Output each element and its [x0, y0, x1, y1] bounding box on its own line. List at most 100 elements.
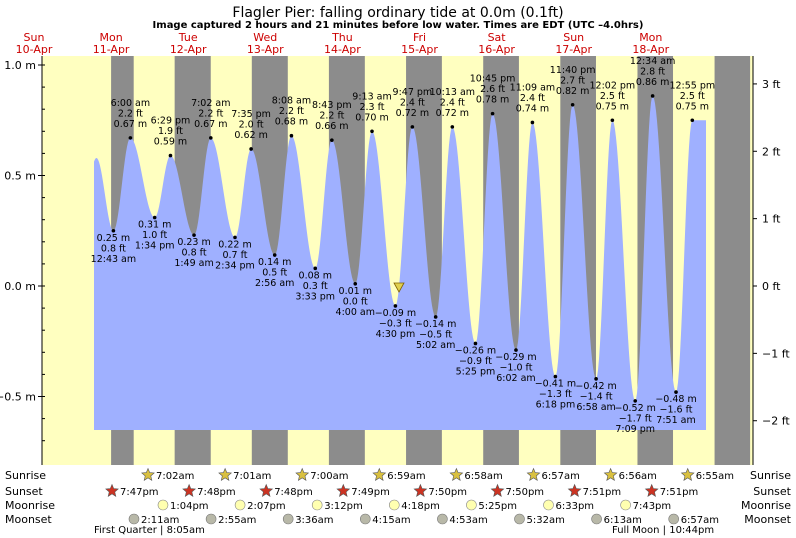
moonrise-time: 5:25pm	[478, 501, 517, 512]
y-tick-label-ft: 0 ft	[762, 280, 781, 293]
moon-phase-full-moon: Full Moon | 10:44pm	[612, 525, 714, 536]
sunrise-time: 6:59am	[387, 471, 425, 482]
sunrise-time: 6:56am	[619, 471, 657, 482]
sunset-time: 7:49pm	[351, 487, 390, 498]
extreme-label: 0.14 m	[258, 257, 291, 268]
moonset-time: 3:36am	[295, 515, 333, 526]
extreme-label: 0.23 m	[177, 237, 210, 248]
sunrise-time: 6:57am	[542, 471, 580, 482]
extreme-label: 6:02 am	[496, 373, 535, 384]
extreme-label: 0.72 m	[396, 108, 429, 119]
moonset-time: 2:11am	[141, 515, 179, 526]
extreme-label: −1.7 ft	[619, 413, 652, 424]
y-tick-label-ft: 2 ft	[762, 145, 781, 158]
extreme-point	[330, 138, 334, 142]
moonrise-icon	[311, 499, 323, 511]
extreme-label: 0.68 m	[275, 117, 308, 128]
extreme-label: 12:34 am	[630, 56, 675, 67]
y-tick-label-ft: −1 ft	[762, 347, 790, 360]
extreme-point	[514, 348, 518, 352]
extreme-label: 1:49 am	[174, 258, 213, 269]
day-name: Tue	[178, 31, 198, 44]
moonrise-icon	[620, 499, 631, 511]
extreme-point	[393, 304, 398, 308]
sunset-time: 7:51pm	[583, 487, 622, 498]
extreme-label: 11:40 pm	[550, 65, 596, 76]
sunrise-time: 6:55am	[696, 471, 734, 482]
extreme-point	[370, 129, 374, 134]
extreme-label: 0.82 m	[556, 86, 589, 97]
extreme-point	[128, 136, 133, 140]
extreme-label: −0.42 m	[575, 381, 616, 392]
extreme-label: −0.48 m	[655, 394, 696, 405]
row-label-left-sunrise: Sunrise	[5, 469, 46, 482]
extreme-point	[353, 281, 358, 286]
sunrise-icon	[603, 467, 618, 481]
extreme-label: 8:43 pm	[312, 100, 352, 111]
moonrise-time: 2:07pm	[247, 501, 286, 512]
extreme-label: 2:56 am	[255, 278, 294, 289]
moonrise-time: 4:18pm	[401, 501, 440, 512]
sunset-time: 7:48pm	[197, 487, 236, 498]
sunset-time: 7:50pm	[428, 487, 467, 498]
extreme-label: −0.3 ft	[379, 318, 412, 329]
y-tick-label-ft: −2 ft	[762, 415, 790, 428]
sunset-icon	[336, 483, 351, 497]
y-tick-label-ft: 3 ft	[762, 78, 781, 91]
day-name: Wed	[253, 31, 277, 44]
moonrise-time: 6:33pm	[556, 501, 595, 512]
extreme-label: 6:29 pm	[151, 116, 191, 127]
sunrise-icon	[295, 467, 310, 481]
extreme-label: 4:00 am	[336, 307, 375, 318]
extreme-label: −0.26 m	[455, 345, 496, 356]
extreme-label: −0.52 m	[615, 403, 656, 414]
extreme-point	[450, 125, 455, 129]
day-name: Mon	[639, 31, 662, 44]
row-label-right-moonrise: Moonrise	[741, 499, 791, 512]
extreme-label: 0.74 m	[516, 103, 549, 114]
extreme-label: 0.78 m	[476, 95, 509, 106]
axes: 1.0 m 0.5 m 0.0 m −0.5 m 3 ft 2 ft 1 ft 0 ft −1 …	[0, 56, 790, 465]
sunset-icon	[490, 483, 505, 497]
extreme-label: 0.8 ft	[101, 243, 126, 254]
extreme-point	[410, 125, 415, 129]
extreme-label: −0.09 m	[375, 308, 416, 319]
sunset-icon	[413, 483, 428, 497]
day-labels: Sun10-AprMon11-AprTue12-AprWed13-AprThu1…	[16, 31, 670, 56]
extreme-label: 10:45 pm	[470, 74, 516, 85]
extreme-label: 0.62 m	[234, 130, 267, 141]
extreme-label: 2.5 ft	[600, 91, 625, 102]
extreme-point	[152, 215, 157, 220]
sunrise-icon	[449, 467, 464, 481]
extreme-label: 12:02 pm	[590, 80, 636, 91]
extreme-point	[674, 390, 678, 394]
extreme-label: 7:35 pm	[231, 109, 271, 120]
extreme-point	[168, 153, 173, 158]
extreme-label: 0.7 ft	[222, 250, 247, 261]
moonset-time: 4:15am	[372, 515, 410, 526]
sunset-icon	[259, 483, 274, 497]
extreme-label: −1.3 ft	[539, 389, 572, 400]
moon-phase-first-quarter: First Quarter | 8:05am	[94, 525, 205, 536]
moonrise-icon	[388, 499, 400, 511]
sunrise-icon	[218, 467, 233, 481]
extreme-label: 2:34 pm	[215, 260, 255, 271]
sunrise-icon	[680, 467, 695, 481]
extreme-label: 0.67 m	[194, 119, 227, 130]
moonrise-icon	[234, 499, 246, 511]
sunrise-time: 7:02am	[156, 471, 194, 482]
water-area	[94, 96, 706, 430]
sunset-time: 7:47pm	[120, 487, 159, 498]
moonset-icon	[282, 513, 294, 525]
day-name: Thu	[331, 31, 353, 44]
day-date: 11-Apr	[93, 43, 130, 56]
day-date: 12-Apr	[170, 43, 207, 56]
moonrise-icon	[543, 499, 554, 511]
moonset-icon	[591, 513, 602, 525]
day-date: 13-Apr	[247, 43, 284, 56]
extreme-point	[233, 235, 237, 240]
sunrise-icon	[141, 467, 155, 481]
